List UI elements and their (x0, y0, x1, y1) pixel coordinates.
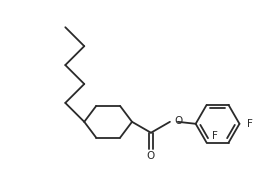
Text: O: O (147, 151, 155, 161)
Text: F: F (212, 131, 217, 141)
Text: O: O (174, 116, 182, 126)
Text: F: F (247, 119, 253, 129)
